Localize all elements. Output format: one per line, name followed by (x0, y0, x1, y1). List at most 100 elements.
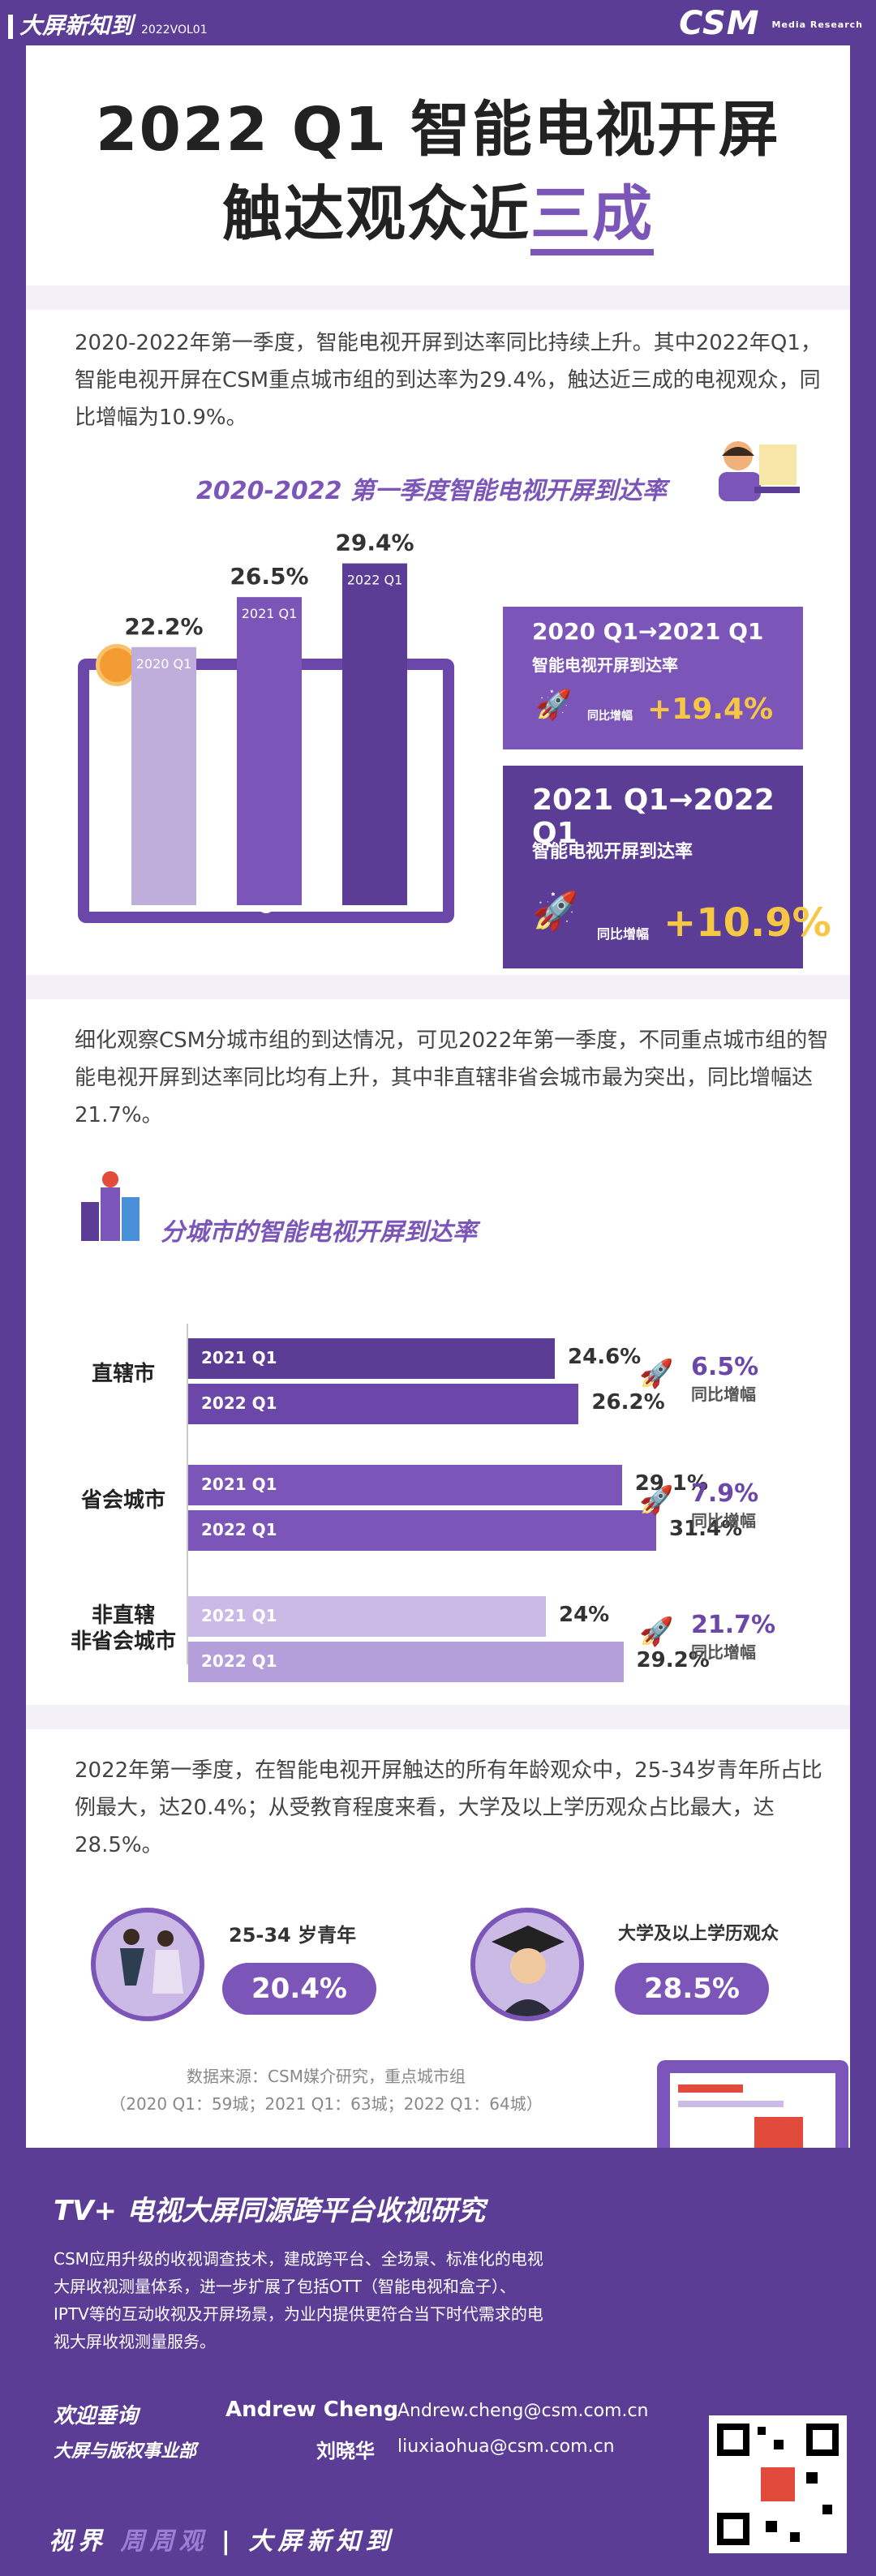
hbar-2022-Q1: 2022 Q1 (188, 1384, 579, 1424)
youth-dancers-icon (91, 1908, 204, 2021)
brand: 大屏新知到 2022VOL01 (8, 8, 208, 41)
contact2-email[interactable]: liuxiaohua@csm.com.cn (397, 2436, 615, 2457)
rocket-icon: 🚀 (535, 689, 572, 722)
para2-text: 细化观察CSM分城市组的到达情况，可见2022年第一季度，不同重点城市组的智能电… (75, 1028, 829, 1127)
growth-box-2021: 2020 Q1→2021 Q1 智能电视开屏到达率 同比增幅 +19.4% 🚀 (503, 607, 803, 749)
hbar-2022-Q1: 2022 Q1 (188, 1510, 656, 1551)
rocket-icon: 🚀 (639, 1616, 674, 1648)
growth-value: 7.9% (691, 1479, 759, 1508)
city-group-label: 非直辖 非省会城市 (70, 1604, 176, 1654)
hbar-value-label: 26.2% (591, 1390, 665, 1415)
bar-value-label: 22.2% (124, 613, 203, 640)
issue-label: 2022VOL01 (141, 24, 208, 36)
brand-name: 大屏新知到 (19, 12, 134, 39)
page-title-line1: 2022 Q1 智能电视开屏 (96, 95, 780, 165)
hbar-value-label: 24.6% (568, 1345, 642, 1369)
hbar-series-label: 2022 Q1 (201, 1520, 277, 1539)
title-card: 2022 Q1 智能电视开屏 触达观众近三成 (26, 45, 850, 286)
source-line2: （2020 Q1：59城；2021 Q1：63城；2022 Q1：64城） (110, 2094, 543, 2114)
section-city-reach: 细化观察CSM分城市组的到达情况，可见2022年第一季度，不同重点城市组的智能电… (26, 999, 850, 1705)
box2-sub: 智能电视开屏到达率 (532, 842, 694, 862)
source-line1: 数据来源：CSM媒介研究，重点城市组 (187, 2067, 466, 2086)
hbar-2021-Q1: 2021 Q1 (188, 1465, 622, 1505)
stat-age-label: 25-34 岁青年 (229, 1924, 357, 1947)
para3-text: 2022年第一季度，在智能电视开屏触达的所有年龄观众中，25-34岁青年所占比例… (75, 1758, 822, 1857)
growth-stat: 🚀 7.9% 同比增幅 (639, 1479, 759, 1531)
csm-logo: CSM Media Research (679, 5, 863, 42)
stat-edu-label: 大学及以上学历观众 (618, 1924, 779, 1944)
box1-value: +19.4% (647, 693, 774, 726)
growth-label: 同比增幅 (691, 1511, 756, 1531)
growth-box-2022: 2021 Q1→2022 Q1 智能电视开屏到达率 同比增幅 +10.9% 🚀 (503, 766, 831, 968)
city-group-label: 省会城市 (80, 1488, 165, 1513)
growth-value: 6.5% (691, 1353, 759, 1381)
logo-sub: Media Research (771, 19, 863, 30)
intro-text: 2020-2022年第一季度，智能电视开屏到达率同比持续上升。其中2022年Q1… (75, 331, 822, 430)
footer-title: TV+ 电视大屏同源跨平台收视研究 (54, 2195, 485, 2227)
bar-category-label: 2021 Q1 (242, 606, 298, 621)
bar-2020-Q1 (131, 646, 196, 905)
chart2-axis (187, 1324, 188, 1664)
hbar-value-label: 24% (559, 1603, 610, 1627)
hbar-series-label: 2022 Q1 (201, 1651, 277, 1671)
qr-code[interactable] (709, 2415, 847, 2553)
rocket-icon: 🚀 (532, 889, 579, 933)
hbar-2021-Q1: 2021 Q1 (188, 1596, 546, 1637)
top-bar: 大屏新知到 2022VOL01 CSM Media Research (0, 0, 876, 45)
box2-value: +10.9% (663, 900, 831, 946)
title-highlight: 三成 (530, 179, 654, 255)
growth-stat: 🚀 21.7% 同比增幅 (639, 1611, 776, 1663)
slogan-b: 周周观 (120, 2527, 208, 2556)
growth-value: 21.7% (691, 1611, 776, 1639)
hbar-series-label: 2021 Q1 (201, 1475, 277, 1494)
city-buildings-icon (78, 1170, 143, 1243)
contact1-name: Andrew Cheng (225, 2398, 399, 2422)
rocket-icon: 🚀 (639, 1358, 674, 1390)
hbar-2021-Q1: 2021 Q1 (188, 1338, 556, 1379)
box2-growth-label: 同比增幅 (597, 926, 650, 942)
hbar-value-label: 29.1% (634, 1471, 708, 1496)
title-pre: 触达观众近 (222, 179, 530, 249)
section-reach-trend: 2020-2022年第一季度，智能电视开屏到达率同比持续上升。其中2022年Q1… (26, 310, 850, 975)
chart1-title: 2020-2022 第一季度智能电视开屏到达率 (196, 477, 667, 505)
hbar-value-label: 31.4% (668, 1517, 743, 1541)
chart2-area: 直辖市 2021 Q1 24.6% 2022 Q1 26.2% 🚀 6.5% 同比增幅 省会城市… (26, 999, 850, 1705)
slogan-a: 视界 (49, 2527, 107, 2556)
stat-edu-value: 28.5% (615, 1963, 769, 2015)
contact2-name: 刘晓华 (316, 2440, 375, 2462)
bar-category-label: 2022 Q1 (347, 573, 403, 588)
bar-value-label: 29.4% (335, 530, 414, 556)
contact1-email[interactable]: Andrew.cheng@csm.com.cn (397, 2401, 649, 2421)
person-laptop-icon (714, 438, 803, 503)
hbar-value-label: 29.2% (636, 1648, 710, 1672)
box1-growth-label: 同比增幅 (587, 710, 633, 723)
box2-title: 2021 Q1→2022 Q1 (532, 784, 775, 850)
stat-age-value: 20.4% (222, 1963, 376, 2015)
page-title-line2: 触达观众近三成 (26, 165, 850, 255)
growth-label: 同比增幅 (691, 1385, 756, 1404)
hbar-series-label: 2021 Q1 (201, 1606, 277, 1625)
box1-title: 2020 Q1→2021 Q1 (532, 618, 764, 645)
welcome-label: 欢迎垂询 (54, 2404, 139, 2428)
bar-2021-Q1 (237, 597, 302, 905)
chart1-svg: 2020 Q1 22.2% 2021 Q1 26.5% 2022 Q1 29.4% (124, 530, 414, 905)
box1-sub: 智能电视开屏到达率 (532, 655, 678, 675)
growth-stat: 🚀 6.5% 同比增幅 (639, 1353, 759, 1405)
bar-category-label: 2020 Q1 (136, 656, 192, 672)
hbar-series-label: 2021 Q1 (201, 1348, 277, 1367)
logo-text: CSM (679, 5, 760, 42)
chart2-title: 分城市的智能电视开屏到达率 (161, 1218, 477, 1247)
graduate-icon (470, 1908, 584, 2021)
city-group-label: 直辖市 (91, 1362, 155, 1386)
hbar-series-label: 2022 Q1 (201, 1393, 277, 1413)
bar-value-label: 26.5% (230, 563, 308, 590)
bar-2022-Q1 (342, 563, 407, 905)
slogan: 视界 周周观 | 大屏新知到 (49, 2527, 395, 2556)
page-body: 2022 Q1 智能电视开屏 触达观众近三成 2020-2022年第一季度，智能… (26, 45, 850, 2148)
footer-desc: CSM应用升级的收视调查技术，建成跨平台、全场景、标准化的电视大屏收视测量体系，… (54, 2249, 543, 2351)
dept-label: 大屏与版权事业部 (54, 2441, 197, 2462)
growth-label: 同比增幅 (691, 1642, 756, 1662)
slogan-c: 大屏新知到 (248, 2527, 395, 2556)
hbar-2022-Q1: 2022 Q1 (188, 1642, 624, 1682)
rocket-icon: 🚀 (639, 1484, 674, 1517)
